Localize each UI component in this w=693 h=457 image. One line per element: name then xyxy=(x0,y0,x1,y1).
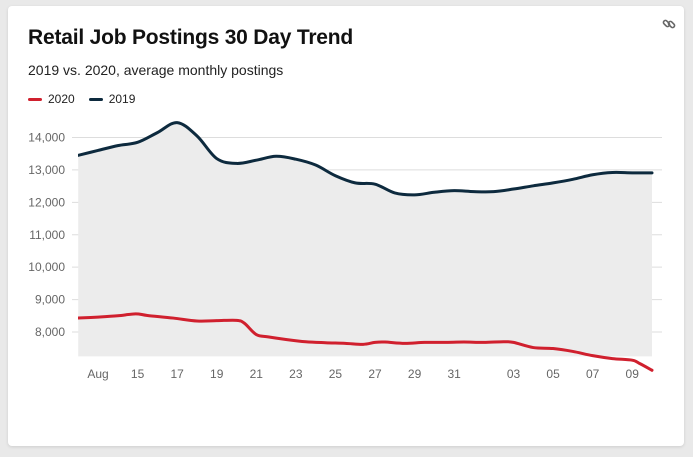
y-tick-label: 10,000 xyxy=(28,260,65,274)
y-tick-label: 8,000 xyxy=(35,325,65,339)
x-tick-label: 05 xyxy=(546,367,560,381)
area-fill-layer xyxy=(78,122,652,357)
chart-subtitle: 2019 vs. 2020, average monthly postings xyxy=(28,62,284,78)
legend-swatch-2020 xyxy=(28,97,42,101)
x-tick-label: 31 xyxy=(447,367,461,381)
legend-swatch-2019 xyxy=(88,97,103,101)
x-tick-label: 15 xyxy=(131,367,145,381)
x-tick-label: 03 xyxy=(507,367,521,381)
chart-legend: 2020 2019 xyxy=(28,92,149,106)
x-tick-label: 25 xyxy=(329,367,343,381)
legend-label-2020: 2020 xyxy=(48,92,75,106)
y-tick-label: 11,000 xyxy=(29,228,65,242)
x-tick-label: Aug xyxy=(87,367,108,381)
y-tick-label: 14,000 xyxy=(28,131,65,145)
x-tick-label: 27 xyxy=(368,367,382,381)
x-tick-label: 23 xyxy=(289,367,303,381)
series-line-layer xyxy=(78,121,654,372)
series-line-2020[interactable] xyxy=(78,312,654,372)
x-tick-label: 29 xyxy=(408,367,422,381)
legend-item-2019[interactable]: 2019 xyxy=(88,92,136,106)
x-tick-label: 09 xyxy=(626,367,640,381)
x-tick-label: 21 xyxy=(250,367,264,381)
area-fill-2019 xyxy=(78,122,652,357)
y-tick-label: 9,000 xyxy=(35,293,65,307)
chart-title: Retail Job Postings 30 Day Trend xyxy=(28,26,354,49)
legend-label-2019: 2019 xyxy=(108,92,136,106)
x-tick-label: 19 xyxy=(210,367,224,381)
y-axis-labels: 8,000 9,000 10,000 11,000 12,000 13,000 14,000 xyxy=(28,131,65,340)
y-tick-label: 12,000 xyxy=(28,195,65,209)
y-tick-label: 13,000 xyxy=(28,163,65,177)
x-axis-labels: Aug 15 17 19 21 23 25 27 29 31 03 05 07 09 xyxy=(87,367,639,381)
x-tick-label: 07 xyxy=(586,367,600,381)
link-icon[interactable] xyxy=(662,17,676,31)
x-tick-label: 17 xyxy=(170,367,184,381)
legend-item-2020[interactable]: 2020 xyxy=(28,92,75,106)
series-line-2019[interactable] xyxy=(78,121,654,197)
